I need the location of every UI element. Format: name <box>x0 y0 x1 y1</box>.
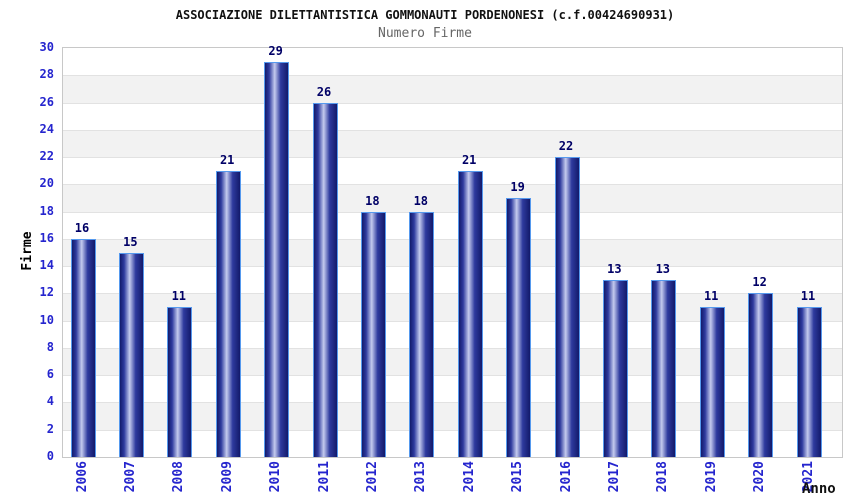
bar-value-label: 21 <box>219 152 235 167</box>
bar-2019 <box>699 307 725 457</box>
bar-value-label: 21 <box>461 152 477 167</box>
x-tick-label: 2009 <box>219 461 235 493</box>
y-axis-title: Firme <box>20 231 35 271</box>
plot-band <box>63 238 842 267</box>
plot-band <box>63 75 842 103</box>
bar-2011 <box>312 102 338 457</box>
chart-subtitle: Numero Firme <box>378 26 472 41</box>
bar-value-label: 29 <box>268 43 283 58</box>
bar-value-label: 11 <box>800 289 816 304</box>
bar-value-label: 18 <box>365 193 380 208</box>
x-tick-label: 2008 <box>171 461 187 493</box>
y-tick-label: 30 <box>39 40 54 54</box>
bar-2012 <box>360 211 386 457</box>
y-tick-label: 8 <box>46 339 54 354</box>
plot-band <box>63 266 842 294</box>
bar-value-label: 19 <box>510 179 525 194</box>
x-tick-label: 2019 <box>703 461 719 493</box>
plot-band <box>63 129 842 158</box>
plot-band <box>63 48 842 76</box>
bar-2007 <box>118 252 144 457</box>
bar-value-label: 16 <box>74 220 90 235</box>
bar-value-label: 18 <box>413 193 429 208</box>
y-tick-label: 6 <box>46 367 54 382</box>
y-tick-label: 24 <box>39 121 54 136</box>
y-tick-label: 28 <box>39 67 54 82</box>
chart-title: ASSOCIAZIONE DILETTANTISTICA GOMMONAUTI … <box>175 8 675 22</box>
bar-value-label: 11 <box>171 289 187 304</box>
y-tick-label: 2 <box>46 421 54 436</box>
bar-value-label: 12 <box>752 275 767 290</box>
bar-value-label: 13 <box>655 261 671 276</box>
y-tick-label: 18 <box>39 203 54 218</box>
x-tick-label: 2015 <box>510 461 526 493</box>
y-tick-label: 12 <box>39 285 54 300</box>
x-tick-label: 2014 <box>461 461 477 493</box>
x-tick-label: 2012 <box>364 461 380 493</box>
bar-2017 <box>602 279 628 457</box>
bar-2021 <box>796 307 822 457</box>
y-tick-label: 0 <box>46 449 54 463</box>
plot-band <box>63 157 842 185</box>
plot-area <box>62 47 843 458</box>
y-tick-label: 22 <box>39 149 54 164</box>
bar-2009 <box>215 170 241 457</box>
x-tick-label: 2016 <box>558 461 574 493</box>
bar-value-label: 11 <box>703 289 719 304</box>
y-tick-label: 4 <box>46 394 54 409</box>
plot-band <box>63 211 842 239</box>
plot-band <box>63 102 842 130</box>
plot-band <box>63 184 842 212</box>
bar-2008 <box>167 307 193 457</box>
bar-2016 <box>554 157 580 457</box>
y-tick-label: 20 <box>39 176 54 191</box>
bar-2020 <box>748 293 774 457</box>
x-tick-label: 2010 <box>268 461 284 493</box>
bar-value-label: 13 <box>607 261 622 276</box>
x-tick-label: 2013 <box>413 461 429 493</box>
bar-2014 <box>457 170 483 457</box>
bar-value-label: 26 <box>316 84 332 99</box>
bar-2018 <box>651 279 677 457</box>
y-tick-label: 10 <box>39 312 54 327</box>
bar-2013 <box>409 211 435 457</box>
x-tick-label: 2007 <box>122 461 138 493</box>
bar-value-label: 15 <box>123 234 138 249</box>
x-tick-label: 2018 <box>655 461 671 493</box>
bar-2010 <box>264 61 290 457</box>
x-tick-label: 2011 <box>316 461 332 493</box>
bar-value-label: 22 <box>558 139 574 154</box>
bar-2015 <box>506 197 532 457</box>
x-tick-label: 2020 <box>752 461 768 493</box>
y-tick-label: 16 <box>39 230 54 245</box>
bar-2006 <box>70 238 96 457</box>
x-axis-title: Anno <box>802 481 836 497</box>
y-tick-label: 26 <box>39 94 54 109</box>
x-tick-label: 2017 <box>606 461 622 493</box>
y-tick-label: 14 <box>39 258 54 273</box>
x-tick-label: 2006 <box>74 461 90 493</box>
